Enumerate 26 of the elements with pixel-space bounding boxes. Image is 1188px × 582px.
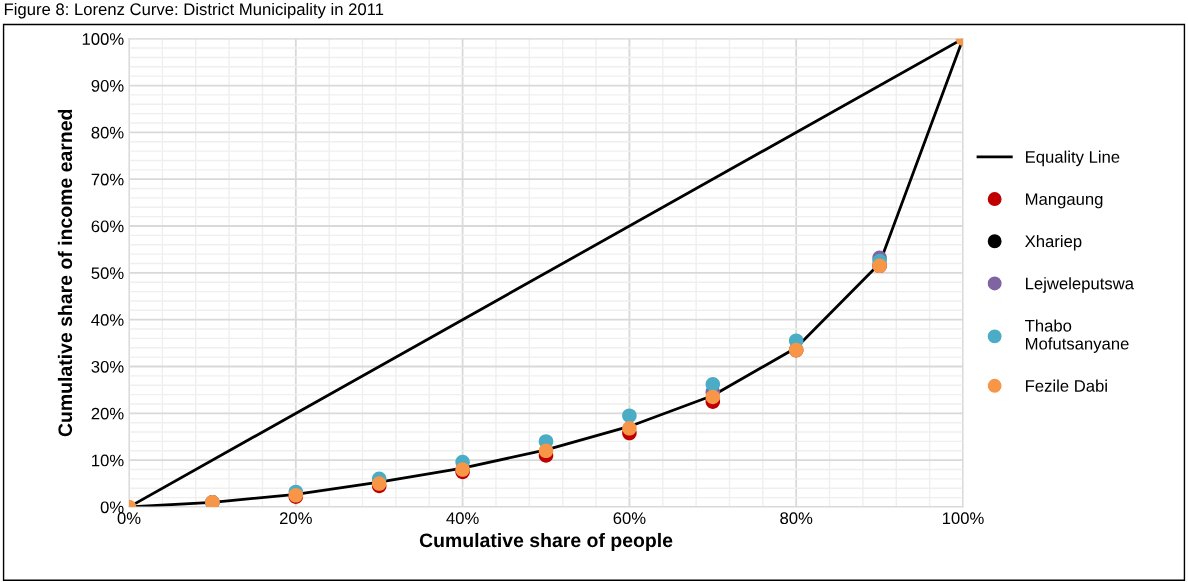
chart-title: Figure 8: Lorenz Curve: District Municipality in 2011 (4, 2, 384, 19)
x-tick-label: 80% (780, 512, 813, 525)
x-axis-title: Cumulative share of people (419, 532, 673, 552)
y-tick-label: 30% (91, 360, 124, 373)
y-tick-label: 90% (91, 79, 124, 92)
x-tick-label: 0% (117, 512, 141, 525)
y-tick-label: 10% (92, 454, 124, 467)
y-tick-label: 0% (100, 501, 124, 514)
legend-label: Thabo Mofutsanyane (1025, 319, 1129, 353)
x-tick-label: 100% (942, 512, 984, 525)
y-tick-label: 70% (91, 173, 124, 186)
y-axis-title: Cumulative share of income earned (57, 109, 73, 437)
legend-label: Xhariep (1025, 235, 1082, 251)
y-tick-label: 100% (82, 33, 124, 45)
legend-label: Equality Line (1026, 150, 1120, 167)
y-tick-label: 20% (91, 407, 124, 420)
legend-label: Fezile Dabi (1026, 379, 1107, 392)
y-tick-label: 50% (91, 267, 124, 280)
legend-label: Lejweleputswa (1026, 277, 1134, 293)
y-tick-label: 80% (91, 126, 124, 139)
x-tick-label: 40% (446, 512, 479, 525)
y-tick-label: 40% (91, 314, 124, 326)
legend-label: Mangaung (1026, 193, 1103, 209)
y-tick-label: 60% (91, 220, 124, 233)
x-tick-label: 20% (279, 512, 312, 525)
x-tick-label: 60% (613, 512, 646, 525)
